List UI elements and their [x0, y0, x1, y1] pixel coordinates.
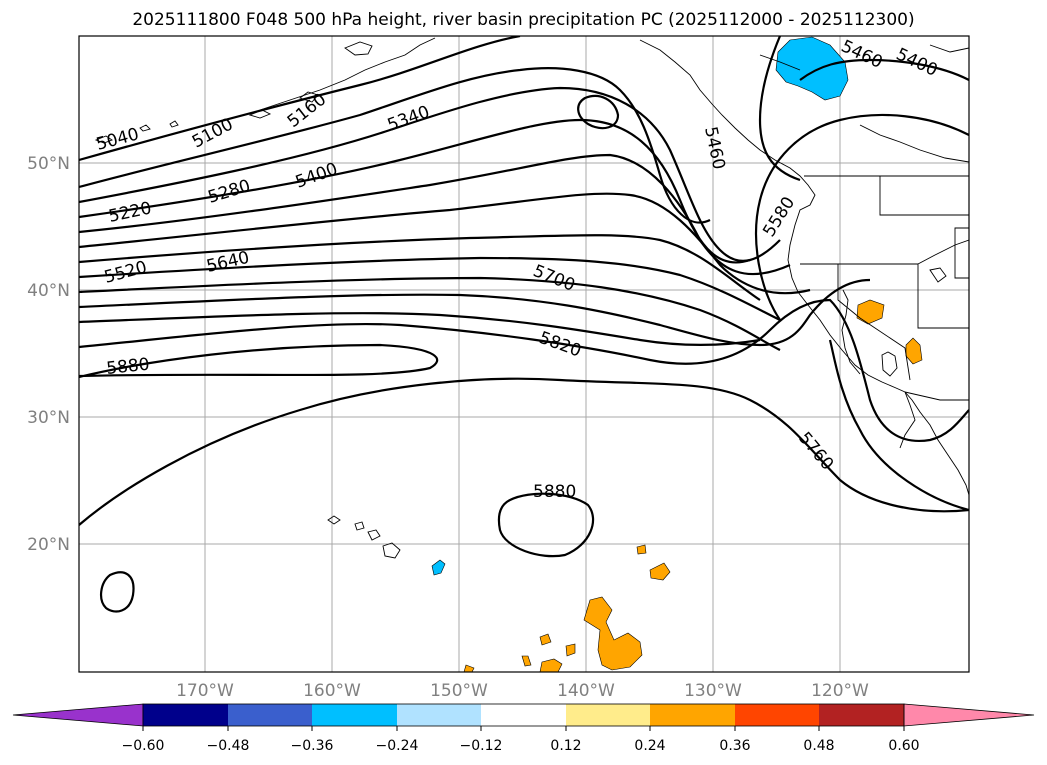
colorbar-tick-label: 0.60: [888, 738, 919, 754]
colorbar-tick-label: −0.12: [460, 738, 503, 754]
colorbar-segment: [566, 704, 650, 726]
colorbar-segment: [819, 704, 904, 726]
longitude-labels: 170°W 160°W 150°W 140°W 130°W 120°W: [176, 681, 869, 701]
colorbar-segment: [312, 704, 397, 726]
colorbar-tick-label: 0.48: [803, 738, 834, 754]
map-title: 2025111800 F048 500 hPa height, river ba…: [132, 10, 915, 30]
colorbar-tick-label: −0.36: [291, 738, 334, 754]
colorbar-tick-label: 0.12: [550, 738, 581, 754]
lon-label: 140°W: [557, 681, 615, 701]
colorbar-segment: [143, 704, 228, 726]
lat-label: 20°N: [27, 535, 70, 555]
colorbar-segment: [650, 704, 735, 726]
lon-label: 160°W: [303, 681, 361, 701]
colorbar-segment: [397, 704, 481, 726]
height-contours: [79, 36, 969, 613]
colorbar-tick-label: 0.24: [634, 738, 665, 754]
latitude-labels: 50°N 40°N 30°N 20°N: [27, 154, 70, 555]
lat-label: 40°N: [27, 281, 70, 301]
lat-label: 50°N: [27, 154, 70, 174]
colorbar-tick-label: 0.36: [719, 738, 750, 754]
colorbar-segment: [735, 704, 819, 726]
colorbar-extend-high: [903, 703, 1035, 727]
colorbar-tick-label: −0.24: [376, 738, 419, 754]
colorbar: −0.60 −0.48 −0.36 −0.24 −0.12 0.12 0.24 …: [12, 703, 1035, 754]
lon-label: 130°W: [684, 681, 742, 701]
precipitation-shading: [431, 36, 923, 672]
colorbar-extend-low: [12, 703, 144, 727]
colorbar-segment: [481, 704, 566, 726]
colorbar-segment: [228, 704, 312, 726]
lon-label: 120°W: [811, 681, 869, 701]
map-border: [78, 35, 970, 673]
coastlines: [94, 37, 969, 559]
graticule: [79, 36, 969, 672]
contour-label: 5880: [533, 482, 576, 502]
map-area: [79, 36, 969, 672]
contour-label: 5880: [105, 355, 150, 379]
colorbar-tick-label: −0.48: [207, 738, 250, 754]
lon-label: 150°W: [430, 681, 488, 701]
lat-label: 30°N: [27, 408, 70, 428]
colorbar-tick-label: −0.60: [122, 738, 165, 754]
lon-label: 170°W: [176, 681, 234, 701]
